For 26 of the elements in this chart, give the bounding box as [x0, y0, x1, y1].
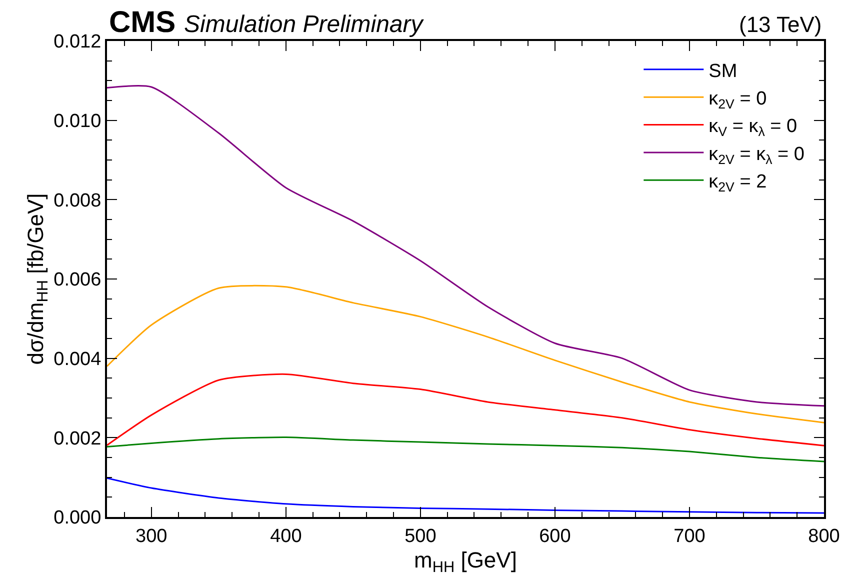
x-tick-label: 300: [136, 526, 168, 547]
line-series: [107, 85, 824, 407]
chart-title: CMS: [109, 6, 176, 39]
x-tick-label: 400: [270, 526, 302, 547]
y-tick-label: 0.008: [54, 190, 102, 212]
line-series: [107, 436, 824, 462]
x-tick-label: 700: [674, 526, 706, 547]
y-tick-label: 0.004: [54, 348, 102, 370]
legend-label: κ$_{2V}$ = κ$_{λ}$ = 0: [708, 144, 804, 167]
legend-label: κ$_{2V}$ = 2: [708, 172, 767, 195]
y-tick-label: 0.006: [54, 270, 102, 291]
y-tick-label: 0.010: [54, 110, 102, 132]
x-axis-title: m$_{HH}$ [GeV]: [414, 547, 517, 576]
legend-label: κ$_{2V}$ = 0: [708, 88, 767, 112]
y-tick-label: 0.000: [54, 508, 102, 529]
legend-label: SM: [708, 60, 738, 82]
legend-label: κ$_{V}$ = κ$_{λ}$ = 0: [708, 116, 798, 140]
y-tick-label: 0.012: [54, 32, 102, 53]
line-series: [107, 477, 824, 514]
x-tick-label: 800: [808, 526, 840, 547]
x-tick-label: 500: [404, 526, 436, 547]
y-tick-label: 0.002: [54, 428, 102, 450]
chart-subtitle: Simulation Preliminary: [184, 11, 425, 38]
x-tick-label: 600: [539, 526, 571, 547]
line-series: [107, 373, 824, 446]
text: (13 TeV): [739, 12, 822, 37]
